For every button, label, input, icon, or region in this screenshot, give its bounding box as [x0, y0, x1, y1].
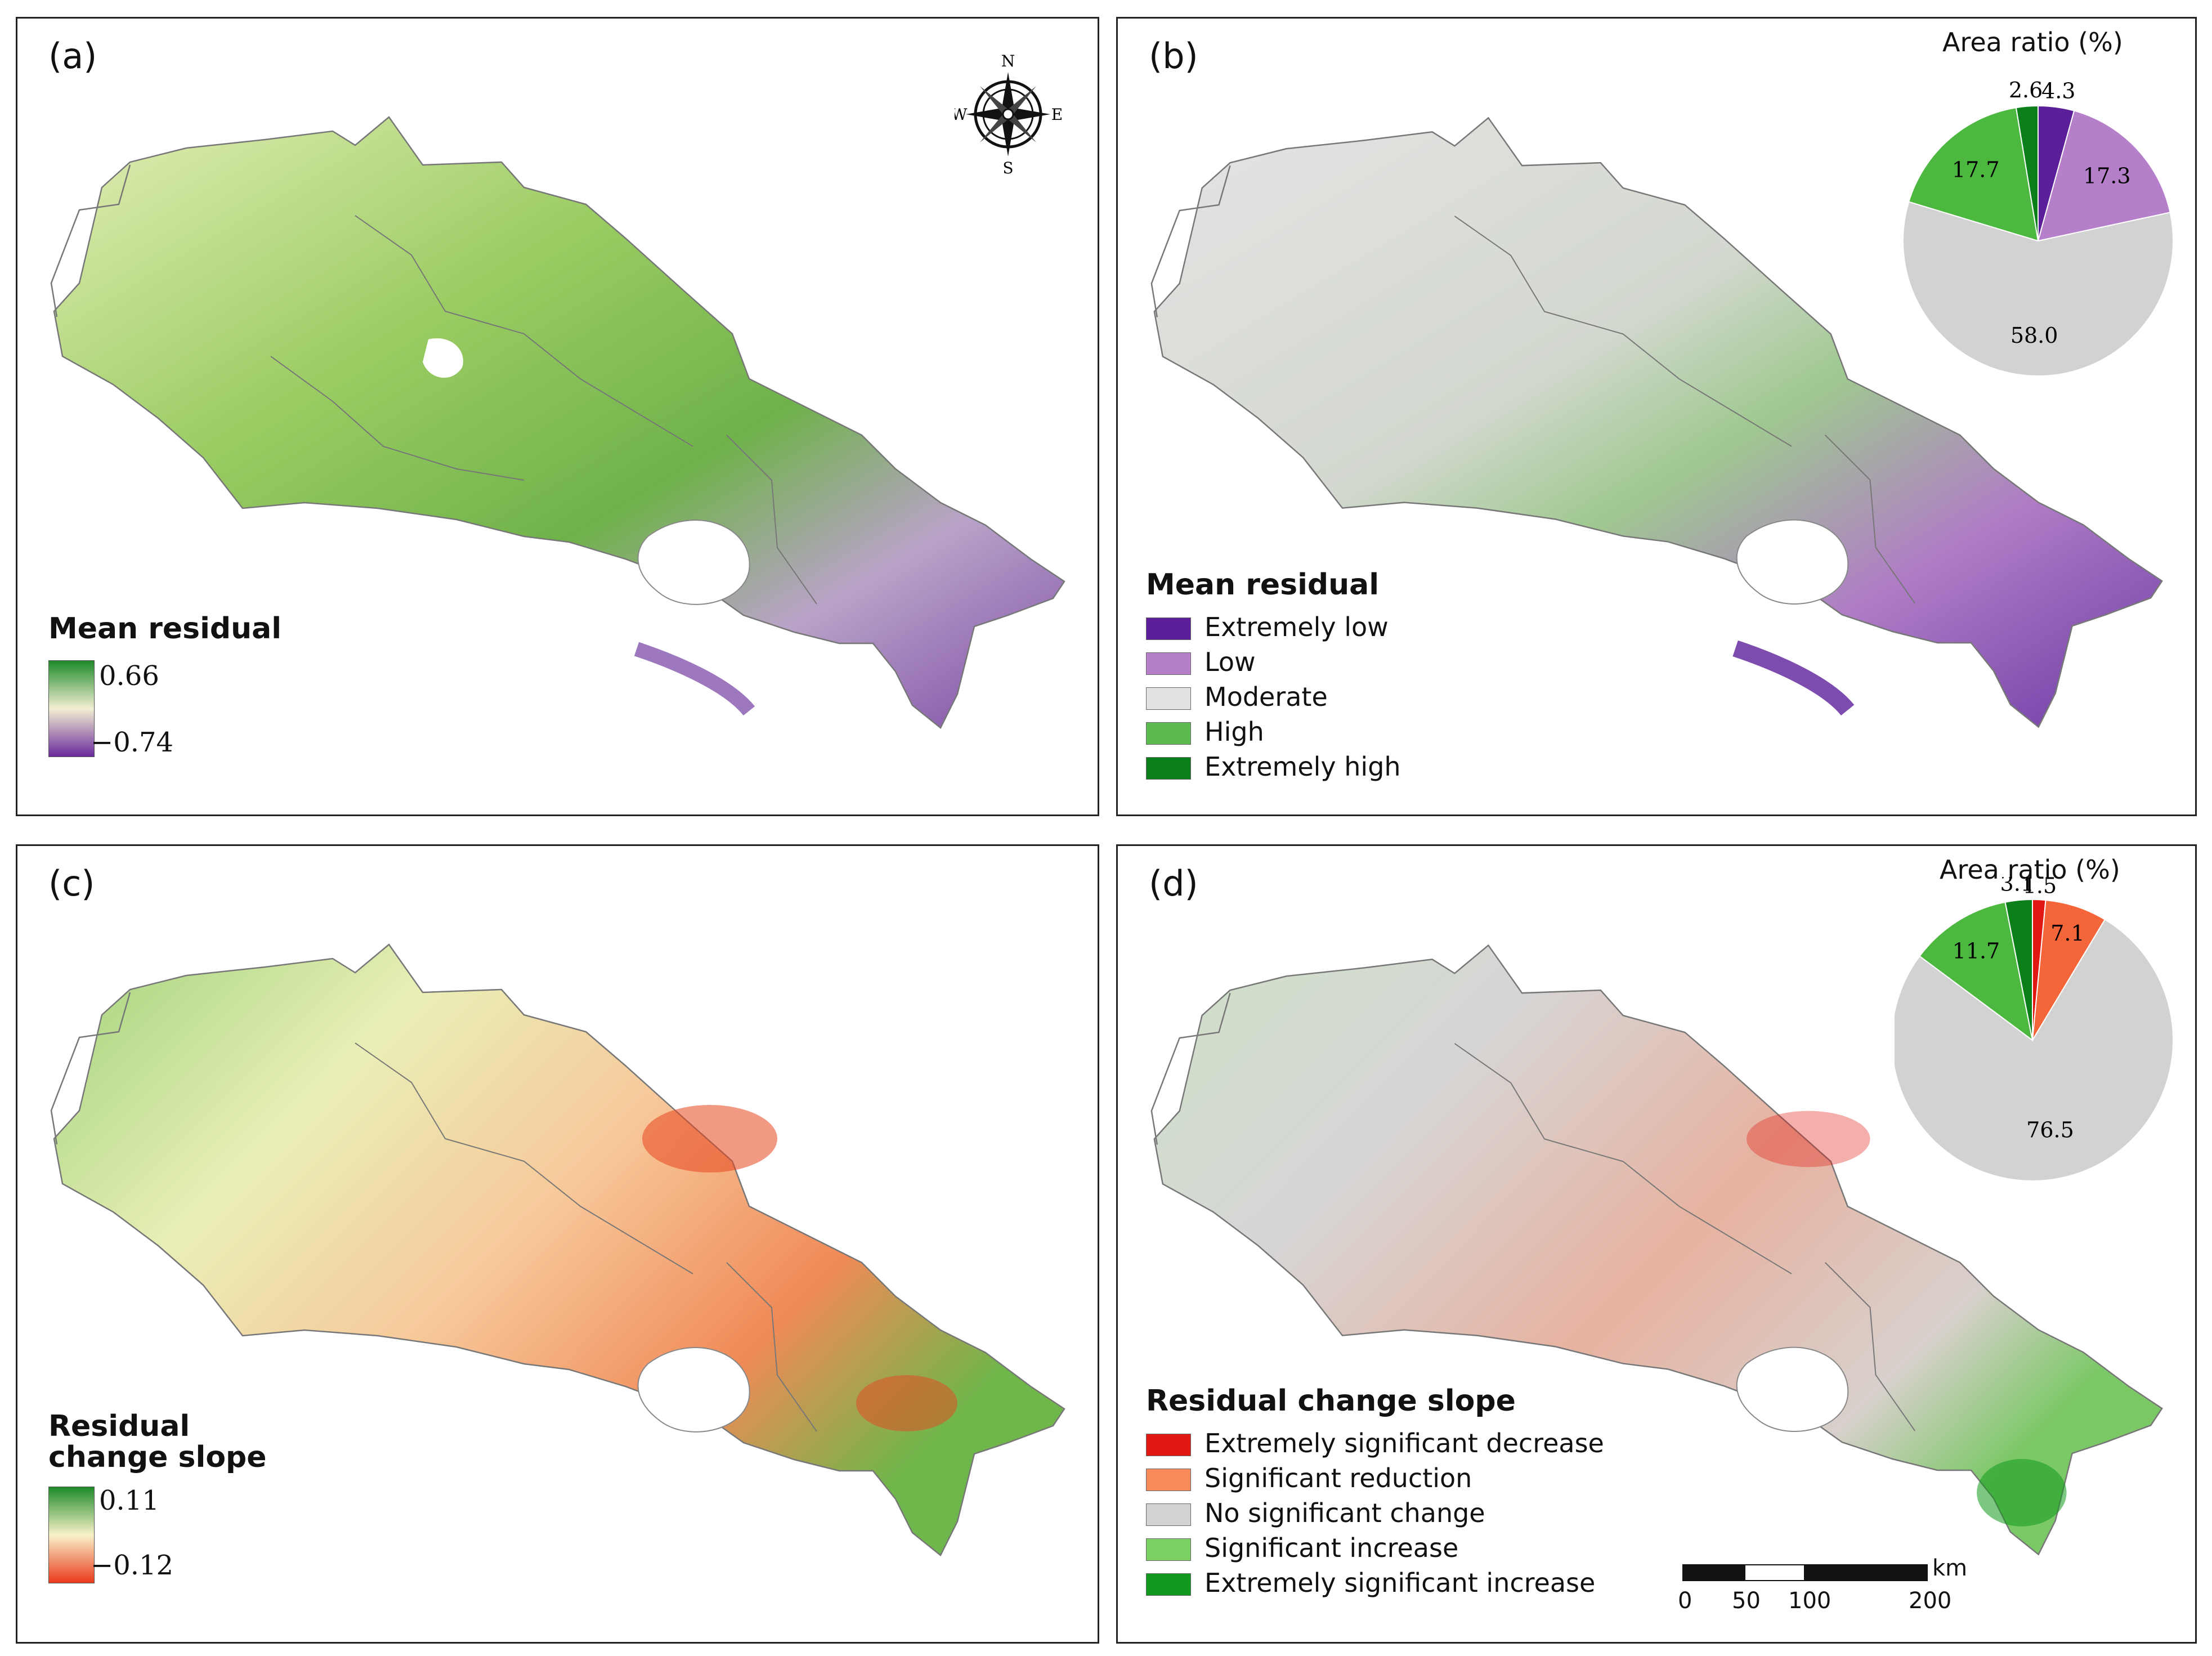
- legend-title: Residual change slope: [1146, 1384, 1516, 1418]
- legend-swatch: [1146, 1503, 1191, 1526]
- legend-swatch: [1146, 1434, 1191, 1456]
- legend-label: Moderate: [1204, 682, 1328, 712]
- pie-slice: [2032, 899, 2106, 1041]
- scale-tick: 50: [1732, 1588, 1761, 1614]
- area-ratio-pie: Area ratio (%) 1.5 7.1 76.5 11.7 3.1: [1895, 854, 2193, 1215]
- compass-s: S: [1002, 159, 1013, 177]
- region-map: [1150, 117, 2163, 728]
- pie-slice: [2037, 110, 2171, 242]
- scale-tick: 0: [1678, 1588, 1692, 1614]
- region-map: [1150, 944, 2163, 1556]
- pie-slice: [2015, 105, 2039, 241]
- legend-swatch: [1146, 652, 1191, 675]
- scale-unit: km: [1932, 1555, 1968, 1581]
- legend-swatch: [1146, 722, 1191, 745]
- legend-title: Mean residual: [48, 612, 282, 646]
- legend-label: Extremely significant decrease: [1204, 1428, 1604, 1458]
- legend-title-line-1: Residual: [48, 1409, 190, 1443]
- legend-swatch: [1146, 1538, 1191, 1561]
- pie-slice-label: 1.5: [2023, 877, 2057, 898]
- pie-title: Area ratio (%): [1940, 854, 2120, 885]
- legend-max-label: 0.11: [99, 1485, 159, 1516]
- pie-slice-label: 7.1: [2050, 921, 2084, 946]
- pie-slice-label: 11.7: [1953, 938, 2000, 963]
- pie-slice-label: 2.6: [2009, 78, 2043, 102]
- legend-swatch: [1146, 617, 1191, 640]
- pie-slice-label: 3.1: [2000, 877, 2034, 896]
- pie-chart: 1.5 7.1 76.5 11.7 3.1: [1895, 877, 2174, 1181]
- scale-tick: 100: [1788, 1588, 1832, 1614]
- legend-title-line-2: change slope: [48, 1440, 267, 1474]
- compass-w: W: [955, 105, 968, 124]
- legend-label: Extremely low: [1204, 612, 1389, 642]
- panel-c: (c) Residual change slope 0.11 −0.12: [16, 844, 1099, 1644]
- legend-label: Significant reduction: [1204, 1463, 1472, 1493]
- legend-label: Significant increase: [1204, 1533, 1459, 1563]
- legend-label: Extremely significant increase: [1204, 1568, 1596, 1598]
- legend-label: High: [1204, 717, 1264, 747]
- pie-slice: [2004, 898, 2033, 1041]
- pie-slice: [1919, 901, 2034, 1042]
- pie-slice: [1902, 201, 2174, 377]
- scale-bar: km 0 50 100 200: [1678, 1555, 1967, 1626]
- legend-max-label: 0.66: [99, 660, 159, 692]
- pie-slice-label: 17.3: [2083, 164, 2131, 189]
- legend-title: Mean residual: [1146, 568, 1380, 602]
- compass-e: E: [1051, 105, 1062, 124]
- pie-slice: [1908, 107, 2039, 242]
- legend-label: Extremely high: [1204, 751, 1401, 782]
- region-map: [50, 116, 1065, 729]
- legend-swatch: [1146, 757, 1191, 780]
- legend-swatch: [1146, 687, 1191, 710]
- pie-slice-label: 4.3: [2041, 79, 2075, 104]
- panel-b: (b) Mean residual Extremely low Low Modera…: [1116, 17, 2197, 816]
- legend-gradient-bar: [48, 660, 95, 757]
- panel-a: (a) N S E W Mean residual 0.66 −0.74: [16, 17, 1099, 816]
- scale-segment: [1804, 1564, 1928, 1581]
- scale-segment: [1744, 1564, 1806, 1581]
- panel-d: (d) Residual change slope Extremely sign…: [1116, 844, 2197, 1644]
- legend-gradient-bar: [48, 1487, 95, 1583]
- legend-min-label: −0.74: [91, 727, 174, 758]
- compass-rose-icon: N S E W: [955, 52, 1062, 177]
- panel-label: (d): [1149, 863, 1198, 904]
- pie-chart: 4.3 17.3 58.0 17.7 2.6: [1902, 78, 2174, 377]
- compass-n: N: [1001, 52, 1015, 70]
- panel-label: (c): [48, 863, 95, 904]
- legend-label: Low: [1204, 647, 1256, 677]
- pie-slice-label: 76.5: [2026, 1117, 2074, 1142]
- panel-label: (b): [1149, 35, 1198, 77]
- scale-segment: [1682, 1564, 1747, 1581]
- pie-slice-label: 58.0: [2010, 323, 2058, 348]
- region-map: [50, 943, 1065, 1556]
- legend-min-label: −0.12: [91, 1550, 174, 1581]
- panel-label: (a): [48, 35, 97, 77]
- pie-title: Area ratio (%): [1942, 27, 2123, 57]
- legend-swatch: [1146, 1469, 1191, 1491]
- legend-label: No significant change: [1204, 1498, 1485, 1528]
- area-ratio-pie: Area ratio (%) 4.3 17.3 58.0 17.7 2.6: [1900, 27, 2193, 410]
- pie-slice: [1895, 919, 2174, 1181]
- legend-swatch: [1146, 1573, 1191, 1596]
- pie-slice-label: 17.7: [1952, 158, 2000, 182]
- scale-tick: 200: [1909, 1588, 1952, 1614]
